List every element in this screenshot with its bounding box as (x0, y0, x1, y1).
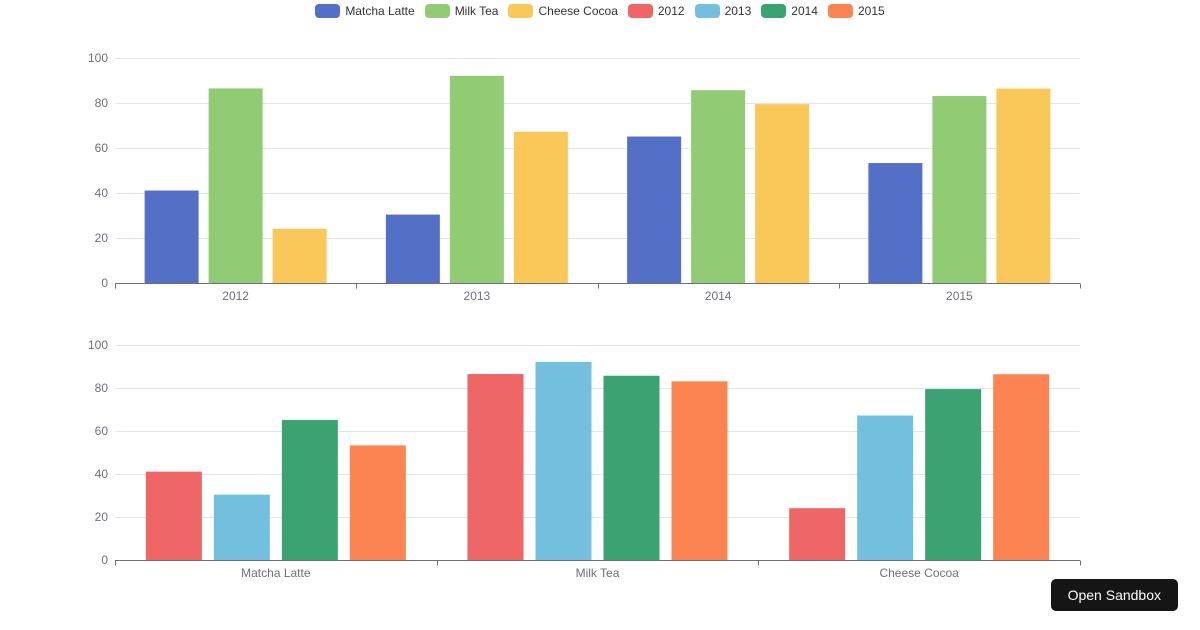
chart-2-y-axis-label: 40 (95, 467, 109, 481)
chart-2-bar-2015-cheese-cocoa[interactable] (993, 374, 1050, 560)
chart-1-bar-cheese-cocoa-2012[interactable] (272, 228, 327, 283)
chart-2-bar-2012-matcha-latte[interactable] (145, 471, 202, 560)
legend-item-label: Matcha Latte (345, 4, 415, 18)
chart-1-bar-matcha-latte-2014[interactable] (627, 136, 682, 283)
legend-item-label: 2012 (657, 4, 685, 18)
chart-2-bar-2013-matcha-latte[interactable] (213, 494, 270, 560)
chart-1-bar-milk-tea-2014[interactable] (691, 90, 746, 283)
chart-2-bar-2014-matcha-latte[interactable] (281, 420, 338, 560)
legend-marker-icon (627, 4, 653, 18)
chart-1-y-axis-label: 80 (95, 96, 109, 110)
legend-item-label: Cheese Cocoa (538, 4, 618, 18)
chart-1-bar-milk-tea-2013[interactable] (449, 75, 504, 284)
chart-2-bar-2013-milk-tea[interactable] (535, 361, 592, 560)
chart-1-x-axis-label-2014: 2014 (705, 289, 732, 303)
chart-1-bar-milk-tea-2012[interactable] (208, 88, 263, 283)
legend-item-label: 2015 (857, 4, 885, 18)
chart-2-bar-2013-cheese-cocoa[interactable] (857, 415, 914, 560)
legend-item-cheese-cocoa[interactable]: Cheese Cocoa (508, 4, 618, 18)
legend-marker-icon (508, 4, 534, 18)
legend-item-matcha-latte[interactable]: Matcha Latte (315, 4, 415, 18)
chart-2-y-axis-label: 0 (101, 553, 108, 567)
open-sandbox-button[interactable]: Open Sandbox (1050, 579, 1178, 611)
chart-1-bar-matcha-latte-2013[interactable] (385, 214, 440, 283)
chart-1-y-axis-label: 0 (101, 276, 108, 290)
legend-item-2015[interactable]: 2015 (827, 4, 885, 18)
legend-marker-icon (827, 4, 853, 18)
chart-2-bar-2012-milk-tea[interactable] (467, 374, 524, 560)
chart-2-bar-2014-milk-tea[interactable] (603, 375, 660, 560)
legend-item-2013[interactable]: 2013 (694, 4, 752, 18)
chart-1-bar-milk-tea-2015[interactable] (932, 96, 987, 284)
chart-1-bar-cheese-cocoa-2013[interactable] (513, 131, 568, 283)
chart-1-bar-cheese-cocoa-2015[interactable] (996, 88, 1051, 283)
chart-2-bar-2015-milk-tea[interactable] (671, 381, 728, 560)
chart-2-y-axis-label: 100 (88, 338, 108, 352)
legend-item-label: 2013 (724, 4, 752, 18)
legend-item-label: 2014 (791, 4, 818, 18)
chart-2-y-axis-label: 20 (95, 510, 109, 524)
chart-2-bar-2015-matcha-latte[interactable] (349, 445, 406, 560)
chart-1-bar-matcha-latte-2015[interactable] (868, 163, 923, 283)
chart-1-bar-matcha-latte-2012[interactable] (144, 190, 199, 283)
legend-marker-icon (315, 4, 341, 18)
chart-1-y-axis-label: 60 (95, 141, 109, 155)
chart-2-bar-2012-cheese-cocoa[interactable] (789, 508, 846, 560)
legend-marker-icon (424, 4, 450, 18)
legend-item-2014[interactable]: 2014 (761, 4, 818, 18)
chart-2-x-axis-label-milk-tea: Milk Tea (576, 566, 620, 580)
chart-2-y-axis-label: 60 (95, 424, 109, 438)
chart-legend: Matcha Latte Milk Tea Cheese Cocoa 2012 2013… (0, 4, 1200, 18)
legend-item-label: Milk Tea (454, 4, 499, 18)
chart-1-y-axis-label: 40 (95, 186, 109, 200)
chart-1-y-axis-label: 100 (88, 51, 108, 65)
chart-1-x-axis-label-2015: 2015 (946, 289, 973, 303)
chart-2-bar-2014-cheese-cocoa[interactable] (925, 389, 982, 560)
legend-item-2012[interactable]: 2012 (627, 4, 685, 18)
chart-2-x-axis-label-matcha-latte: Matcha Latte (241, 566, 311, 580)
chart-1-bar-cheese-cocoa-2014[interactable] (755, 104, 810, 283)
chart-1-x-axis-label-2012: 2012 (222, 289, 249, 303)
legend-marker-icon (761, 4, 787, 18)
chart-2-y-axis-label: 80 (95, 381, 109, 395)
legend-item-milk-tea[interactable]: Milk Tea (424, 4, 499, 18)
legend-marker-icon (694, 4, 720, 18)
chart-1-x-axis-label-2013: 2013 (464, 289, 491, 303)
chart-2-x-axis-label-cheese-cocoa: Cheese Cocoa (879, 566, 959, 580)
chart-1-y-axis-label: 20 (95, 231, 109, 245)
